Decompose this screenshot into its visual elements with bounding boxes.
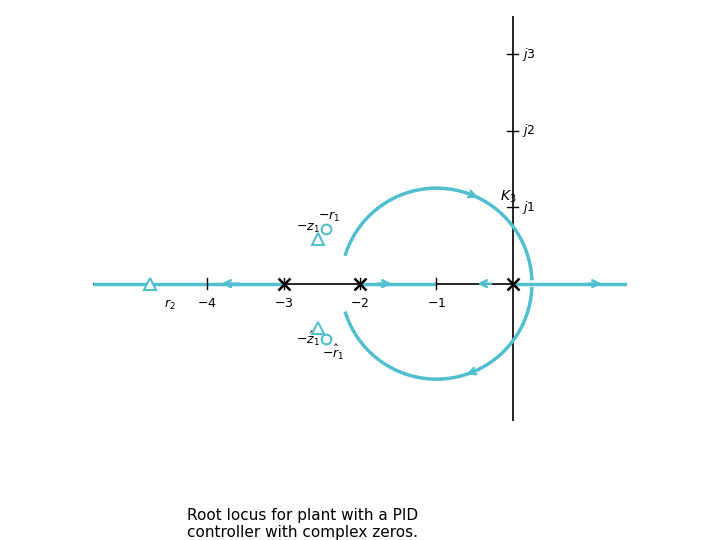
Text: $-3$: $-3$: [274, 298, 293, 310]
Text: $-\hat{r}_1$: $-\hat{r}_1$: [322, 343, 344, 362]
Text: $-\hat{z}_1$: $-\hat{z}_1$: [296, 329, 320, 348]
Text: $-2$: $-2$: [351, 298, 369, 310]
Text: $j3$: $j3$: [522, 46, 536, 63]
Text: $-z_1$: $-z_1$: [296, 222, 320, 235]
Text: $-1$: $-1$: [427, 298, 446, 310]
Text: $K_3$: $K_3$: [500, 189, 516, 205]
Text: $r_2$: $r_2$: [163, 298, 176, 312]
Text: Root locus for plant with a PID
controller with complex zeros.: Root locus for plant with a PID controll…: [186, 508, 418, 540]
Text: $j2$: $j2$: [522, 123, 536, 139]
Text: $-4$: $-4$: [197, 298, 217, 310]
Text: $-r_1$: $-r_1$: [318, 210, 341, 224]
Text: $j1$: $j1$: [522, 199, 536, 216]
